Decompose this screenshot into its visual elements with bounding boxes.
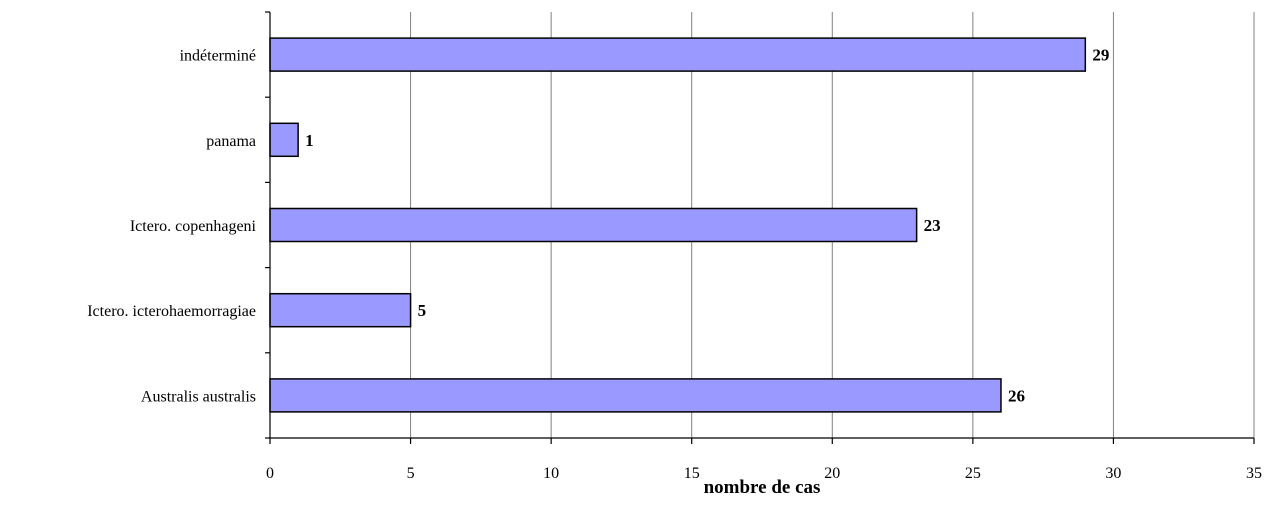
x-tick-label-5: 5	[407, 465, 415, 482]
bar-4	[269, 378, 1002, 413]
x-tick-label-10: 10	[543, 465, 559, 482]
category-label-0: indéterminé	[180, 48, 256, 65]
x-tick-labels: 0 5 10 15 20 25 30 35	[266, 465, 1262, 482]
x-tick-label-30: 30	[1105, 465, 1121, 482]
data-label-1: 1	[305, 131, 314, 150]
bars	[269, 37, 1087, 413]
data-label-0: 29	[1092, 46, 1109, 65]
data-label-4: 26	[1008, 386, 1025, 405]
x-tick-label-20: 20	[824, 465, 840, 482]
data-labels: 29 1 23 5 26	[305, 46, 1109, 406]
y-category-labels: indéterminé panama Ictero. copenhageni Icte…	[87, 48, 256, 406]
category-label-3: Ictero. icterohaemorragiae	[87, 303, 256, 320]
category-label-4: Australis australis	[141, 388, 256, 405]
bar-3	[269, 292, 412, 328]
bar-2	[269, 207, 918, 243]
x-tick-label-25: 25	[965, 465, 981, 482]
data-label-3: 5	[418, 301, 427, 320]
bar-1	[269, 122, 299, 158]
x-tick-label-0: 0	[266, 465, 274, 482]
plot-area	[265, 11, 1255, 444]
x-tick-label-15: 15	[684, 465, 700, 482]
x-tick-label-35: 35	[1246, 465, 1262, 482]
category-label-1: panama	[206, 133, 256, 150]
bar-0	[269, 37, 1087, 72]
x-axis-title: nombre de cas	[704, 477, 821, 498]
data-label-2: 23	[924, 216, 941, 235]
axes	[265, 11, 1255, 444]
category-label-2: Ictero. copenhageni	[130, 218, 257, 235]
